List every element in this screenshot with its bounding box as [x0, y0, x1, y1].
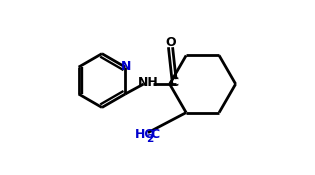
Text: O: O: [165, 36, 176, 49]
Text: C: C: [169, 76, 179, 89]
Text: 2: 2: [146, 134, 153, 144]
Text: C: C: [150, 128, 159, 141]
Text: NH: NH: [138, 76, 158, 89]
Text: N: N: [121, 60, 131, 73]
Text: HO: HO: [135, 128, 156, 141]
